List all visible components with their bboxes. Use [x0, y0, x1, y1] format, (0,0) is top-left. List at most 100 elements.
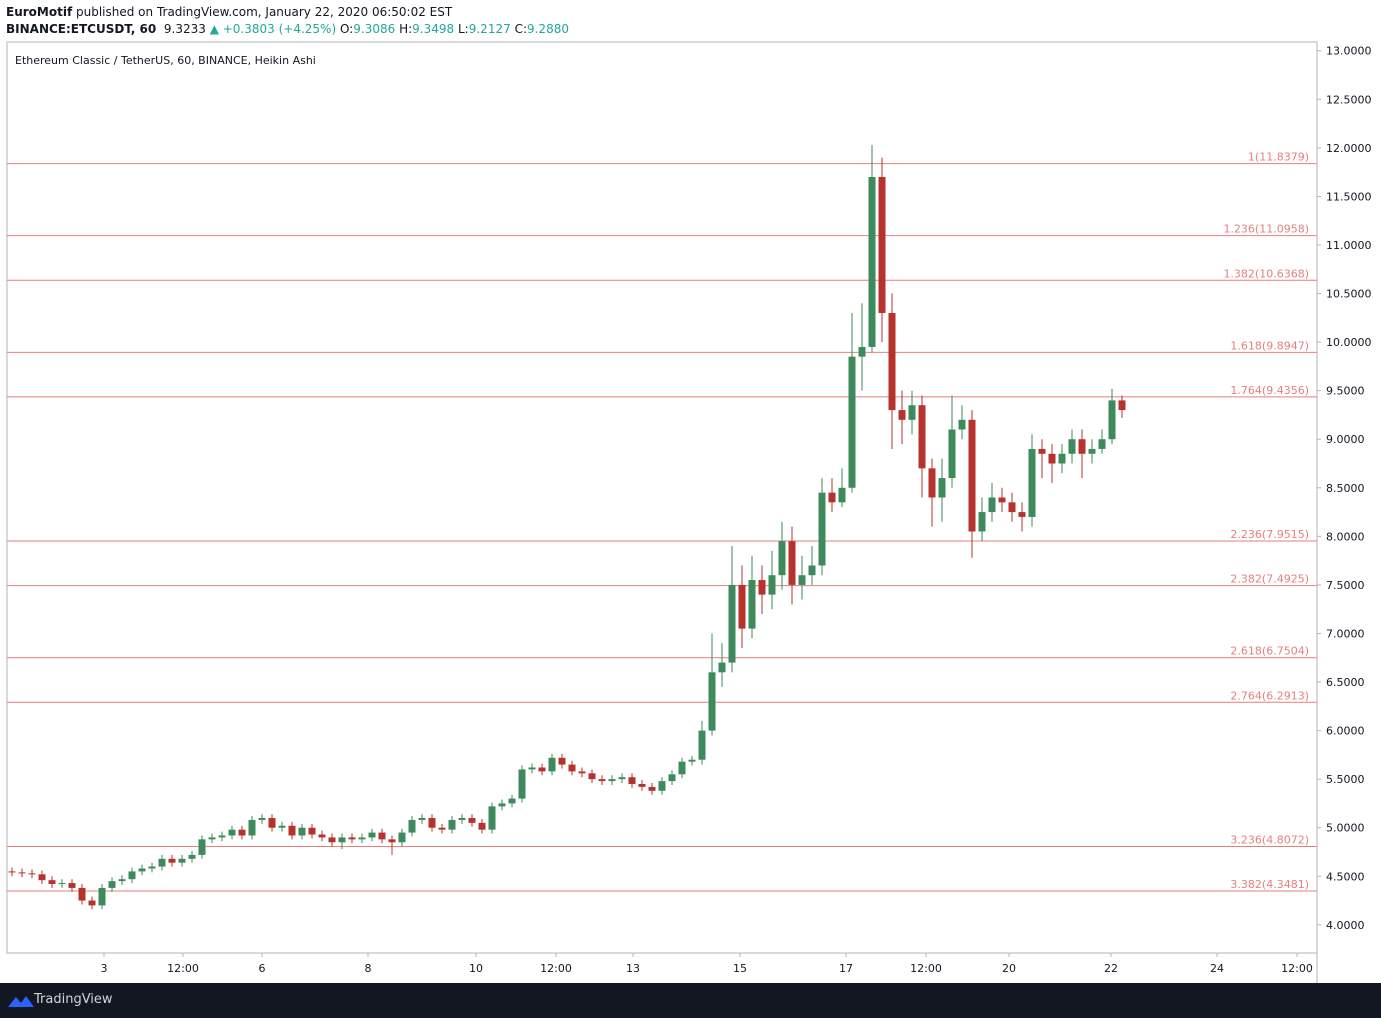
- candle-body: [1048, 453, 1056, 464]
- header: EuroMotif published on TradingView.com, …: [6, 4, 569, 38]
- candle-body: [278, 825, 286, 828]
- candle-body: [778, 541, 786, 576]
- candle-body: [1098, 439, 1106, 449]
- y-tick-label: 6.0000: [1326, 725, 1365, 738]
- candle-body: [958, 419, 966, 430]
- candle-body: [38, 874, 46, 881]
- ohlc-value: 9.2880: [526, 22, 569, 36]
- ohlc: O:9.3086 H:9.3498 L:9.2127 C:9.2880: [340, 22, 569, 36]
- candle-body: [288, 825, 296, 836]
- candle-body: [838, 487, 846, 503]
- y-tick-label: 5.0000: [1326, 822, 1365, 835]
- candle-body: [18, 872, 26, 874]
- candle-body: [558, 757, 566, 765]
- candle-body: [188, 854, 196, 859]
- candle-body: [678, 761, 686, 775]
- candle-body: [498, 803, 506, 807]
- candle-body: [28, 873, 36, 875]
- candle-body: [688, 759, 696, 762]
- candle-body: [728, 584, 736, 663]
- candle-body: [58, 883, 66, 885]
- candle-body: [88, 900, 96, 906]
- candle-body: [848, 356, 856, 488]
- candle-body: [398, 832, 406, 843]
- y-tick-label: 9.5000: [1326, 385, 1365, 398]
- x-tick-label: 8: [365, 962, 372, 975]
- candle-body: [418, 818, 426, 820]
- candle-body: [748, 580, 756, 629]
- ohlc-key: C:: [514, 22, 527, 36]
- y-tick-label: 10.0000: [1326, 336, 1372, 349]
- candle-body: [668, 774, 676, 782]
- x-tick-label: 13: [626, 962, 640, 975]
- header-line: EuroMotif published on TradingView.com, …: [6, 4, 569, 21]
- candle-body: [608, 779, 616, 782]
- candle-body: [478, 822, 486, 830]
- fib-label: 1.764(9.4356): [1230, 384, 1309, 397]
- candle-body: [148, 866, 156, 869]
- chart: Ethereum Classic / TetherUS, 60, BINANCE…: [6, 41, 1372, 983]
- x-tick-label: 24: [1210, 962, 1224, 975]
- change: ▲ +0.3803 (+4.25%): [209, 22, 337, 36]
- candle-body: [208, 837, 216, 840]
- y-tick-label: 4.5000: [1326, 870, 1365, 883]
- candle-body: [538, 767, 546, 772]
- candle-body: [168, 858, 176, 863]
- candle-body: [98, 887, 106, 906]
- candle-body: [68, 883, 76, 888]
- candle-body: [218, 835, 226, 838]
- x-tick-label: 12:00: [910, 962, 942, 975]
- candle-body: [388, 839, 396, 843]
- candle-body: [948, 429, 956, 479]
- candle-body: [488, 806, 496, 830]
- candle-body: [798, 575, 806, 585]
- y-tick-label: 12.0000: [1326, 142, 1372, 155]
- y-tick-label: 12.5000: [1326, 93, 1372, 106]
- y-tick-label: 6.5000: [1326, 676, 1365, 689]
- candle-body: [118, 879, 126, 882]
- x-tick-label: 3: [101, 962, 108, 975]
- candle-body: [768, 575, 776, 595]
- candle-body: [718, 662, 726, 673]
- candle-body: [318, 834, 326, 838]
- y-tick-label: 13.0000: [1326, 45, 1372, 58]
- candle-body: [8, 871, 16, 873]
- candle-body: [128, 871, 136, 880]
- candle-body: [468, 818, 476, 823]
- candle-body: [358, 837, 366, 840]
- candle-body: [1018, 512, 1026, 517]
- candle-body: [178, 858, 186, 863]
- x-tick-label: 12:00: [167, 962, 199, 975]
- y-tick-label: 7.5000: [1326, 579, 1365, 592]
- candle-body: [158, 858, 166, 867]
- x-tick-label: 22: [1104, 962, 1118, 975]
- fib-label: 1.382(10.6368): [1223, 267, 1309, 280]
- candle-body: [238, 829, 246, 836]
- y-tick-label: 5.5000: [1326, 773, 1365, 786]
- candle-body: [528, 767, 536, 770]
- candle-body: [378, 832, 386, 840]
- published: published on TradingView.com, January 22…: [76, 5, 453, 19]
- candle-body: [408, 819, 416, 833]
- candle-body: [1038, 448, 1046, 454]
- candle-body: [618, 777, 626, 780]
- fib-label: 1(11.8379): [1248, 151, 1309, 164]
- candle-body: [738, 584, 746, 629]
- candle-body: [428, 818, 436, 828]
- x-tick-label: 17: [839, 962, 853, 975]
- fib-label: 2.382(7.4925): [1230, 573, 1309, 586]
- candle-body: [638, 784, 646, 787]
- ohlc-value: 9.3498: [412, 22, 455, 36]
- fib-label: 2.236(7.9515): [1230, 528, 1309, 541]
- symbol: BINANCE:ETCUSDT, 60: [6, 22, 157, 36]
- x-tick-label: 10: [469, 962, 483, 975]
- fib-label: 2.618(6.7504): [1230, 645, 1309, 658]
- candle-body: [808, 565, 816, 576]
- candle-body: [978, 512, 986, 532]
- fib-label: 3.236(4.8072): [1230, 833, 1309, 846]
- candle-body: [328, 837, 336, 843]
- candle-body: [818, 492, 826, 566]
- y-tick-label: 7.0000: [1326, 627, 1365, 640]
- candle-body: [648, 786, 656, 791]
